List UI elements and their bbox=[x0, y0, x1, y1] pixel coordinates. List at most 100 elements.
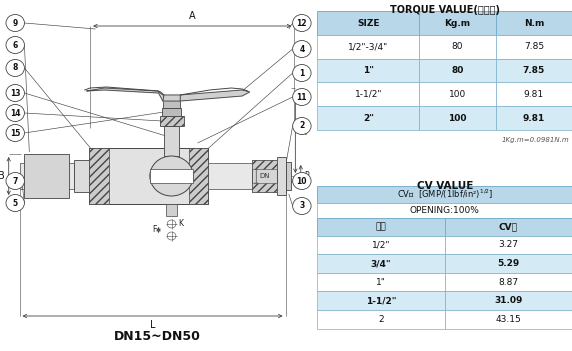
Text: Kg.m: Kg.m bbox=[444, 19, 471, 28]
Bar bbox=[445, 291, 572, 310]
Circle shape bbox=[293, 88, 311, 106]
Bar bbox=[445, 236, 572, 254]
Bar bbox=[317, 203, 572, 218]
Text: 80: 80 bbox=[451, 66, 464, 75]
Text: 2: 2 bbox=[299, 121, 304, 131]
Circle shape bbox=[6, 60, 25, 77]
Text: B: B bbox=[0, 171, 5, 181]
Text: CV値: CV値 bbox=[499, 223, 518, 232]
Bar bbox=[252, 160, 277, 192]
Circle shape bbox=[293, 40, 311, 58]
Text: 100: 100 bbox=[449, 90, 466, 99]
Text: 1: 1 bbox=[299, 68, 304, 78]
Text: 7.85: 7.85 bbox=[523, 66, 545, 75]
Bar bbox=[89, 148, 109, 204]
Text: 8: 8 bbox=[13, 64, 18, 73]
Text: 43.15: 43.15 bbox=[495, 315, 521, 324]
Bar bbox=[445, 218, 572, 236]
Text: DN15~DN50: DN15~DN50 bbox=[114, 330, 201, 343]
Circle shape bbox=[6, 105, 25, 121]
Circle shape bbox=[293, 172, 311, 190]
Circle shape bbox=[6, 172, 25, 190]
Bar bbox=[317, 106, 419, 130]
Circle shape bbox=[150, 156, 193, 196]
Circle shape bbox=[6, 14, 25, 32]
Bar bbox=[419, 59, 495, 82]
Text: 11: 11 bbox=[297, 93, 307, 101]
Bar bbox=[317, 236, 445, 254]
Bar bbox=[419, 35, 495, 59]
Bar bbox=[419, 82, 495, 106]
Bar bbox=[277, 157, 285, 195]
Circle shape bbox=[6, 194, 25, 212]
Text: 7.85: 7.85 bbox=[524, 42, 544, 52]
Bar bbox=[419, 106, 495, 130]
Text: P: P bbox=[304, 172, 309, 180]
Text: 31.09: 31.09 bbox=[494, 296, 523, 305]
Bar bbox=[317, 12, 419, 35]
Circle shape bbox=[6, 85, 25, 101]
Text: 1/2"-3/4": 1/2"-3/4" bbox=[348, 42, 388, 52]
Text: 10: 10 bbox=[297, 177, 307, 185]
Bar bbox=[19, 163, 74, 189]
Text: CV値  [GMP/(1lbf/in²)$^{1/2}$]: CV値 [GMP/(1lbf/in²)$^{1/2}$] bbox=[396, 188, 493, 201]
Text: 9: 9 bbox=[13, 19, 18, 27]
Text: CV VALUE: CV VALUE bbox=[416, 181, 473, 191]
Text: 5.29: 5.29 bbox=[497, 259, 519, 268]
Bar bbox=[317, 254, 445, 273]
Circle shape bbox=[6, 37, 25, 53]
Circle shape bbox=[293, 14, 311, 32]
Text: 13: 13 bbox=[10, 88, 21, 98]
Text: DN: DN bbox=[260, 173, 270, 179]
Text: 3/4": 3/4" bbox=[371, 259, 391, 268]
Bar bbox=[162, 108, 181, 116]
Text: SIZE: SIZE bbox=[357, 19, 380, 28]
Bar bbox=[317, 218, 445, 236]
Bar bbox=[317, 82, 419, 106]
Bar bbox=[317, 273, 445, 291]
Circle shape bbox=[6, 125, 25, 141]
Bar bbox=[89, 148, 208, 204]
Bar bbox=[285, 162, 291, 190]
Text: 6: 6 bbox=[13, 40, 18, 49]
Bar bbox=[445, 254, 572, 273]
Text: 3: 3 bbox=[299, 201, 304, 211]
Text: 5: 5 bbox=[13, 199, 18, 207]
Text: 3.27: 3.27 bbox=[498, 240, 518, 250]
Text: H: H bbox=[300, 127, 307, 137]
Text: 9.81: 9.81 bbox=[524, 90, 544, 99]
Text: 9.81: 9.81 bbox=[523, 113, 545, 122]
Bar bbox=[495, 35, 572, 59]
Text: 12: 12 bbox=[297, 19, 307, 27]
Text: 2": 2" bbox=[363, 113, 374, 122]
Bar bbox=[495, 59, 572, 82]
Bar bbox=[495, 106, 572, 130]
Bar bbox=[317, 186, 572, 203]
Bar bbox=[160, 116, 184, 126]
Bar bbox=[317, 291, 445, 310]
Text: L: L bbox=[150, 320, 156, 330]
Text: 100: 100 bbox=[448, 113, 467, 122]
Bar bbox=[252, 160, 277, 169]
Text: 1-1/2": 1-1/2" bbox=[366, 296, 396, 305]
Text: TORQUE VALUE(扇力値): TORQUE VALUE(扇力値) bbox=[390, 5, 500, 15]
Text: N.m: N.m bbox=[523, 19, 544, 28]
Circle shape bbox=[293, 118, 311, 134]
Polygon shape bbox=[87, 88, 250, 101]
Text: K: K bbox=[178, 219, 183, 229]
Circle shape bbox=[293, 65, 311, 81]
Bar bbox=[208, 163, 252, 189]
Bar bbox=[445, 310, 572, 329]
Text: 尺寸: 尺寸 bbox=[376, 223, 387, 232]
Text: 15: 15 bbox=[10, 128, 21, 138]
Text: OPENING:100%: OPENING:100% bbox=[410, 206, 480, 215]
Bar bbox=[445, 273, 572, 291]
Bar bbox=[163, 101, 180, 108]
Text: 80: 80 bbox=[452, 42, 463, 52]
Bar bbox=[495, 82, 572, 106]
Bar bbox=[164, 126, 179, 156]
Bar bbox=[317, 35, 419, 59]
Bar bbox=[24, 154, 69, 198]
Bar bbox=[419, 12, 495, 35]
Text: 1": 1" bbox=[376, 278, 386, 287]
